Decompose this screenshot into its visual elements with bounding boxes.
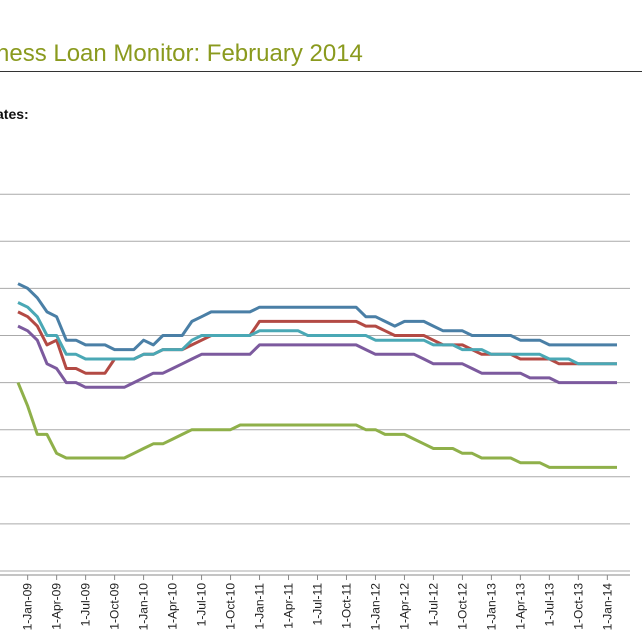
x-tick-label: 1-Jan-13 bbox=[484, 583, 498, 631]
x-tick-label: 1-Apr-10 bbox=[166, 583, 180, 630]
x-tick-label: 1-Apr-13 bbox=[513, 583, 527, 630]
series-line-2 bbox=[17, 310, 617, 375]
chart-title: ness Loan Monitor: February 2014 bbox=[0, 40, 363, 67]
series-line-1 bbox=[17, 282, 617, 352]
x-tick-label: 1-Jan-12 bbox=[369, 583, 383, 631]
series-lines bbox=[16, 282, 617, 469]
series-line-4 bbox=[17, 324, 617, 389]
x-tick-label: 1-Apr-11 bbox=[282, 583, 296, 629]
x-tick-label: 1-Jul-12 bbox=[426, 583, 440, 627]
x-tick-label: 1-Jul-10 bbox=[195, 583, 209, 627]
series-line-5 bbox=[16, 382, 617, 469]
x-axis: 1-Jan-09 1-Apr-09 1-Jul-09 1-Oct-09 1-Jan-10… bbox=[0, 574, 630, 631]
x-tick-label: 1-Apr-12 bbox=[398, 583, 412, 630]
x-tick-label: 1-Oct-09 bbox=[108, 583, 122, 630]
chart-subtitle: ates: bbox=[0, 106, 29, 122]
x-tick-label: 1-Apr-09 bbox=[50, 583, 64, 630]
x-tick-label: 1-Jul-11 bbox=[311, 583, 325, 626]
x-tick-label: 1-Jan-10 bbox=[137, 583, 151, 631]
x-tick-label: 1-Oct-10 bbox=[224, 583, 238, 630]
gridlines bbox=[0, 193, 630, 572]
title-divider bbox=[0, 71, 642, 72]
x-tick-label: 1-Jan-09 bbox=[21, 583, 35, 631]
x-tick-label: 1-Oct-12 bbox=[455, 583, 469, 630]
x-tick-label: 1-Jan-14 bbox=[600, 583, 614, 631]
x-tick-label: 1-Oct-11 bbox=[340, 583, 354, 629]
x-tick-label: 1-Jul-09 bbox=[79, 583, 93, 627]
x-tick-label: 1-Jan-11 bbox=[253, 583, 267, 630]
x-tick-label: 1-Jul-13 bbox=[542, 583, 556, 627]
series-line-3 bbox=[17, 301, 617, 366]
x-tick-label: 1-Oct-13 bbox=[571, 583, 585, 630]
